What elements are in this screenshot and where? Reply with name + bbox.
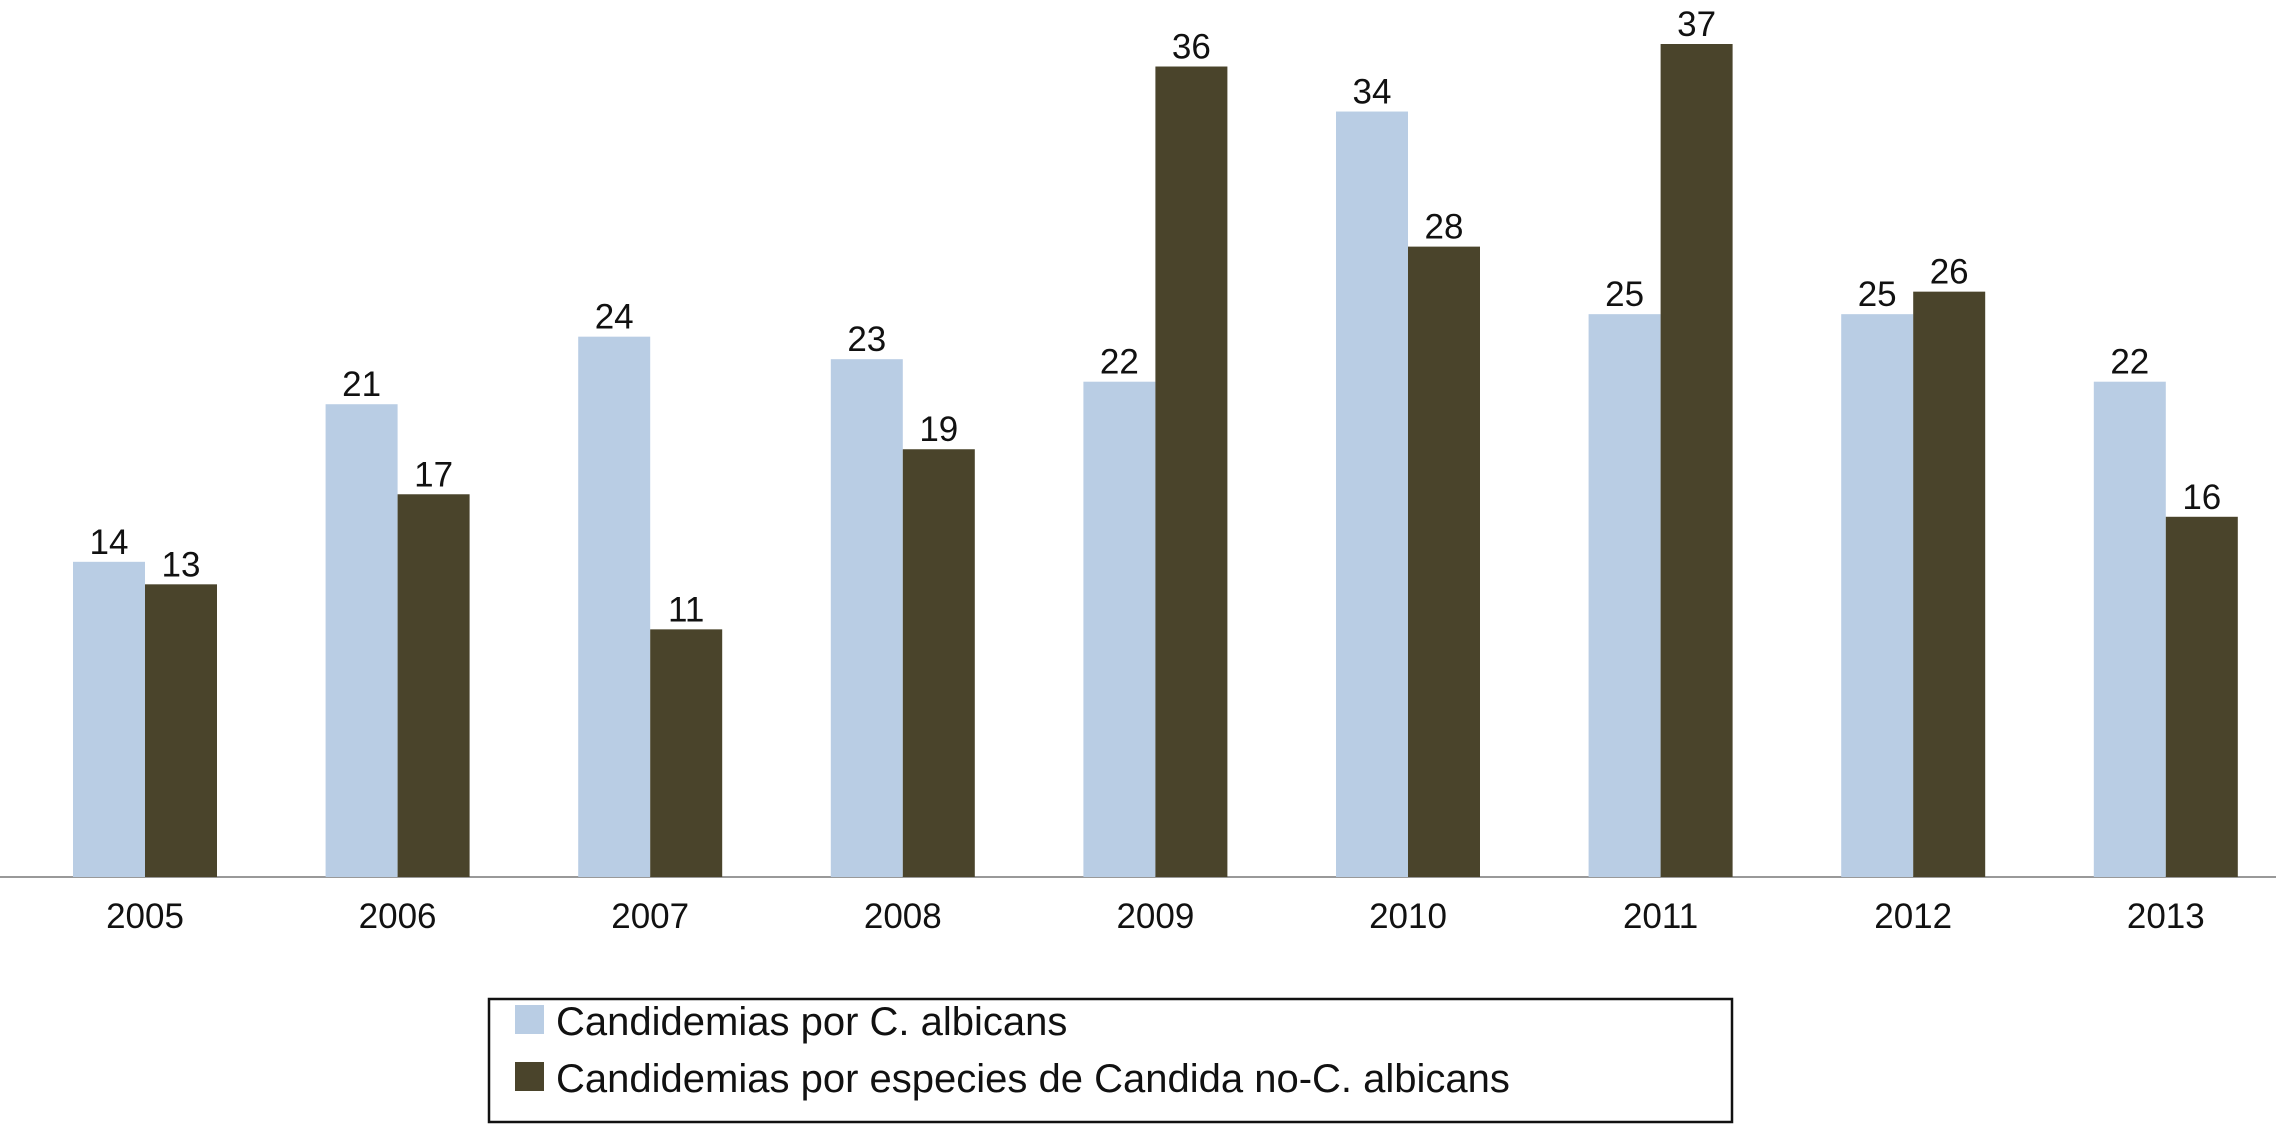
bar bbox=[578, 336, 651, 878]
value-label: 28 bbox=[1425, 208, 1464, 247]
legend-label: Candidemias por especies de Candida no-C… bbox=[556, 1057, 1510, 1101]
x-tick-label: 2011 bbox=[1623, 897, 1698, 936]
value-label: 21 bbox=[342, 365, 381, 404]
bar bbox=[902, 449, 975, 877]
value-label: 24 bbox=[595, 298, 634, 337]
bar bbox=[1660, 44, 1733, 877]
value-label: 17 bbox=[414, 455, 453, 494]
bar bbox=[650, 629, 723, 877]
bar bbox=[1913, 291, 1986, 877]
legend-swatch bbox=[515, 1062, 544, 1091]
value-label: 22 bbox=[2110, 343, 2149, 382]
value-label: 11 bbox=[668, 590, 704, 629]
bar bbox=[2093, 381, 2166, 877]
bar bbox=[1155, 66, 1228, 878]
value-label: 36 bbox=[1172, 28, 1211, 67]
value-label: 37 bbox=[1677, 5, 1716, 44]
bar bbox=[1336, 111, 1408, 878]
value-label: 25 bbox=[1605, 275, 1644, 314]
x-tick-label: 2009 bbox=[1116, 897, 1194, 936]
x-tick-label: 2008 bbox=[864, 897, 942, 936]
bar bbox=[1408, 246, 1480, 877]
value-label: 34 bbox=[1353, 73, 1392, 112]
bar bbox=[397, 494, 470, 877]
value-label: 16 bbox=[2182, 478, 2221, 517]
legend-box bbox=[487, 997, 1734, 1124]
bar bbox=[830, 359, 903, 877]
value-label: 26 bbox=[1930, 253, 1969, 292]
x-tick-label: 2007 bbox=[611, 897, 689, 936]
value-label: 14 bbox=[90, 523, 129, 562]
legend-swatch bbox=[515, 1005, 544, 1034]
bar bbox=[1588, 314, 1661, 877]
value-label: 25 bbox=[1858, 275, 1897, 314]
bar bbox=[73, 561, 145, 877]
x-tick-label: 2012 bbox=[1874, 897, 1952, 936]
x-tick-label: 2006 bbox=[359, 897, 437, 936]
value-label: 23 bbox=[847, 320, 886, 359]
x-tick-label: 2005 bbox=[106, 897, 184, 936]
value-label: 19 bbox=[919, 410, 958, 449]
bar bbox=[145, 584, 217, 877]
bar bbox=[2165, 516, 2238, 877]
legend-label: Candidemias por C. albicans bbox=[556, 1000, 1067, 1044]
x-tick-label: 2010 bbox=[1369, 897, 1447, 936]
x-tick-label: 2013 bbox=[2127, 897, 2205, 936]
bar bbox=[325, 404, 398, 877]
bar bbox=[1083, 381, 1156, 877]
value-label: 22 bbox=[1100, 343, 1139, 382]
bar bbox=[1841, 314, 1914, 877]
value-label: 13 bbox=[162, 545, 201, 584]
